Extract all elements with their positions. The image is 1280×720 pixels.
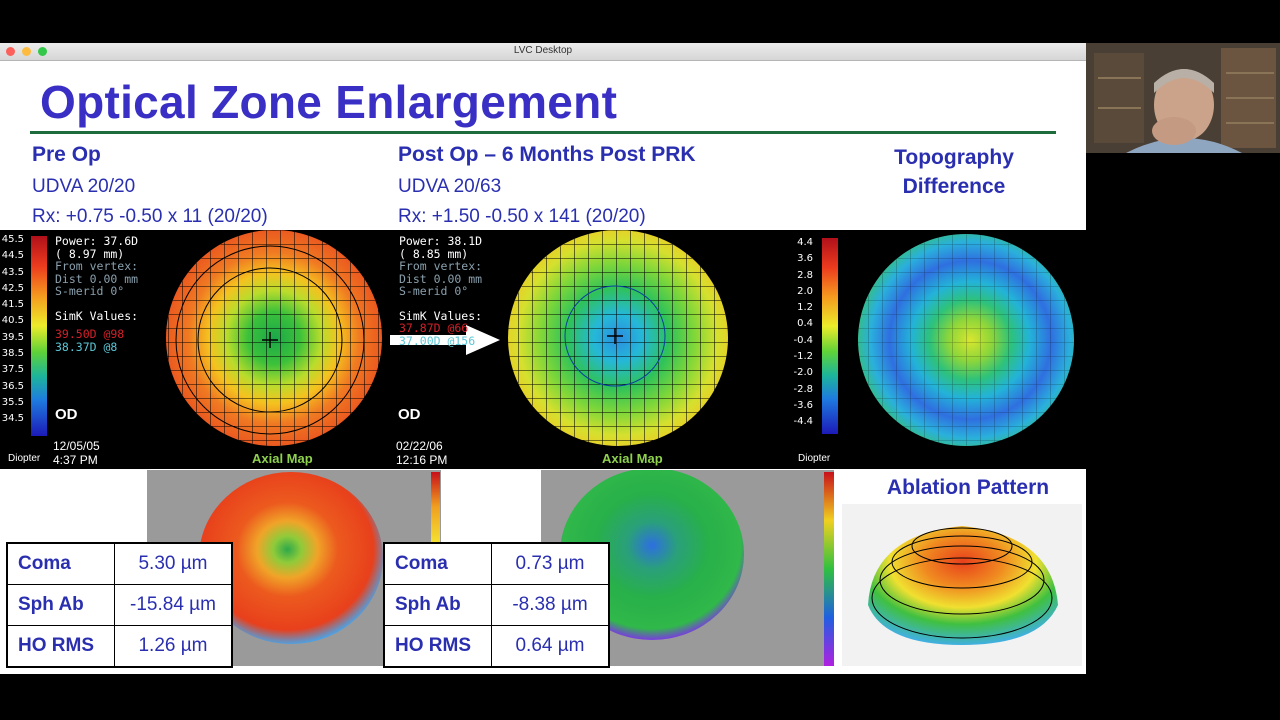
table-row: Sph Ab -15.84 µm <box>6 584 233 626</box>
topography-difference-heading: Topography Difference <box>862 143 1046 201</box>
preop-aberration-map <box>199 472 383 644</box>
postop-udva: UDVA 20/63 <box>398 176 502 197</box>
preop-axial-label: Axial Map <box>252 451 313 466</box>
preop-heading: Pre Op <box>32 143 101 166</box>
difference-line-2: Difference <box>902 175 1006 198</box>
preop-aberrations-table: Coma 5.30 µm Sph Ab -15.84 µm HO RMS 1.26 µ… <box>6 542 233 668</box>
window-title-bar: LVC Desktop <box>0 43 1086 61</box>
table-row: Coma 5.30 µm <box>6 542 233 585</box>
postop-eye-label: OD <box>398 406 421 423</box>
table-row: HO RMS 1.26 µm <box>6 625 233 668</box>
title-divider <box>30 131 1056 134</box>
ablation-pattern-title: Ablation Pattern <box>886 476 1050 499</box>
window-title: LVC Desktop <box>513 45 573 56</box>
postop-map-info: Power: 38.1D ( 8.85 mm) From vertex: Dis… <box>399 234 483 348</box>
preop-scale-labels: 45.5 44.5 43.5 42.5 41.5 40.5 39.5 38.5 37.5 36.5… <box>1 234 24 425</box>
preop-eye-label: OD <box>55 406 78 423</box>
difference-scale-labels: 4.4 3.6 2.8 2.0 1.2 0.4 -0.4 -1.2 -2.0 -2.8 -3.6 -4… <box>793 237 813 428</box>
postop-heading: Post Op – 6 Months Post PRK <box>398 143 696 166</box>
preop-rx: Rx: +0.75 -0.50 x 11 (20/20) <box>32 206 268 227</box>
postop-aberrations-table: Coma 0.73 µm Sph Ab -8.38 µm HO RMS 0.64 µm <box>383 542 610 668</box>
preop-unit-label: Diopter <box>8 453 41 464</box>
participant-video-thumbnail[interactable] <box>1086 43 1280 153</box>
topography-maps-strip: 45.5 44.5 43.5 42.5 41.5 40.5 39.5 38.5 37.5 36.5… <box>0 230 1086 469</box>
preop-date: 12/05/05 4:37 PM <box>53 439 100 467</box>
presentation-slide: Optical Zone Enlargement Pre Op UDVA 20/… <box>0 61 1086 674</box>
preop-axial-map <box>166 230 382 446</box>
table-row: Coma 0.73 µm <box>383 542 610 585</box>
postop-rx: Rx: +1.50 -0.50 x 141 (20/20) <box>398 206 646 227</box>
zoom-window-button[interactable] <box>38 47 47 56</box>
preop-udva: UDVA 20/20 <box>32 176 136 197</box>
table-row: HO RMS 0.64 µm <box>383 625 610 668</box>
close-window-button[interactable] <box>6 47 15 56</box>
participant-video-image <box>1086 43 1280 153</box>
postop-date: 02/22/06 12:16 PM <box>396 439 448 467</box>
difference-map <box>858 234 1074 446</box>
minimize-window-button[interactable] <box>22 47 31 56</box>
ablation-pattern-3d <box>868 526 1058 645</box>
postop-axial-map <box>508 230 728 446</box>
difference-unit-label: Diopter <box>798 453 831 464</box>
preop-map-info: Power: 37.6D ( 8.97 mm) From vertex: Dis… <box>55 234 139 354</box>
table-row: Sph Ab -8.38 µm <box>383 584 610 626</box>
difference-line-1: Topography <box>894 146 1014 169</box>
postop-axial-label: Axial Map <box>602 451 663 466</box>
slide-title: Optical Zone Enlargement <box>40 76 618 128</box>
topography-maps-graphic <box>31 230 1074 446</box>
